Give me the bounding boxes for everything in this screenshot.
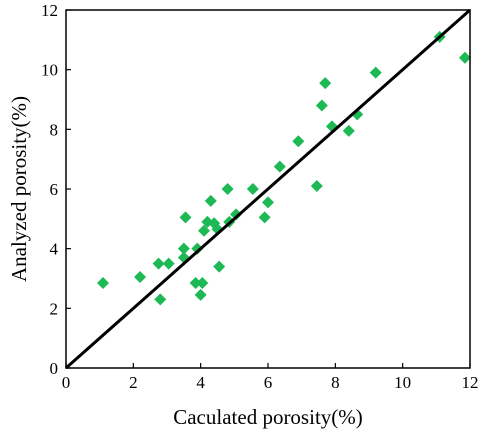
- data-point: [97, 276, 110, 289]
- y-axis-title: Analyzed porosity(%): [7, 96, 31, 282]
- data-point: [179, 211, 192, 224]
- data-point: [198, 224, 211, 237]
- data-points: [97, 30, 471, 306]
- data-point: [196, 276, 209, 289]
- data-point: [230, 208, 243, 221]
- data-point: [258, 211, 271, 224]
- x-tick-label: 10: [394, 373, 411, 392]
- data-point: [458, 51, 471, 64]
- data-point: [194, 288, 207, 301]
- data-point: [319, 77, 332, 90]
- data-point: [213, 260, 226, 273]
- data-point: [342, 124, 355, 137]
- data-point: [154, 293, 167, 306]
- x-tick-label: 6: [264, 373, 273, 392]
- data-point: [310, 180, 323, 193]
- data-point: [134, 271, 147, 284]
- data-point: [292, 135, 305, 148]
- data-point: [189, 276, 202, 289]
- data-point: [325, 120, 338, 133]
- y-tick-label: 4: [50, 240, 59, 259]
- data-point: [273, 160, 286, 173]
- data-point: [315, 99, 328, 112]
- y-tick-label: 8: [50, 120, 59, 139]
- data-point: [369, 66, 382, 79]
- data-point: [162, 257, 175, 270]
- data-point: [262, 196, 274, 209]
- reference-line-y-equals-x: [65, 8, 471, 370]
- y-tick-label: 10: [41, 61, 58, 80]
- y-tick-label: 6: [50, 180, 59, 199]
- x-axis-title: Caculated porosity(%): [173, 405, 363, 429]
- x-tick-label: 8: [331, 373, 340, 392]
- y-tick-label: 2: [50, 299, 59, 318]
- y-tick-label: 12: [41, 1, 58, 20]
- data-point: [246, 183, 259, 195]
- data-point: [221, 183, 234, 195]
- data-point: [177, 242, 190, 255]
- data-point: [191, 242, 204, 255]
- x-tick-label: 0: [62, 373, 71, 392]
- plot-area-frame: [65, 9, 471, 369]
- x-tick-label: 4: [196, 373, 205, 392]
- data-point: [152, 257, 165, 270]
- data-point: [204, 194, 217, 207]
- y-tick-label: 0: [50, 359, 59, 378]
- x-tick-label: 2: [129, 373, 138, 392]
- x-tick-label: 12: [462, 373, 479, 392]
